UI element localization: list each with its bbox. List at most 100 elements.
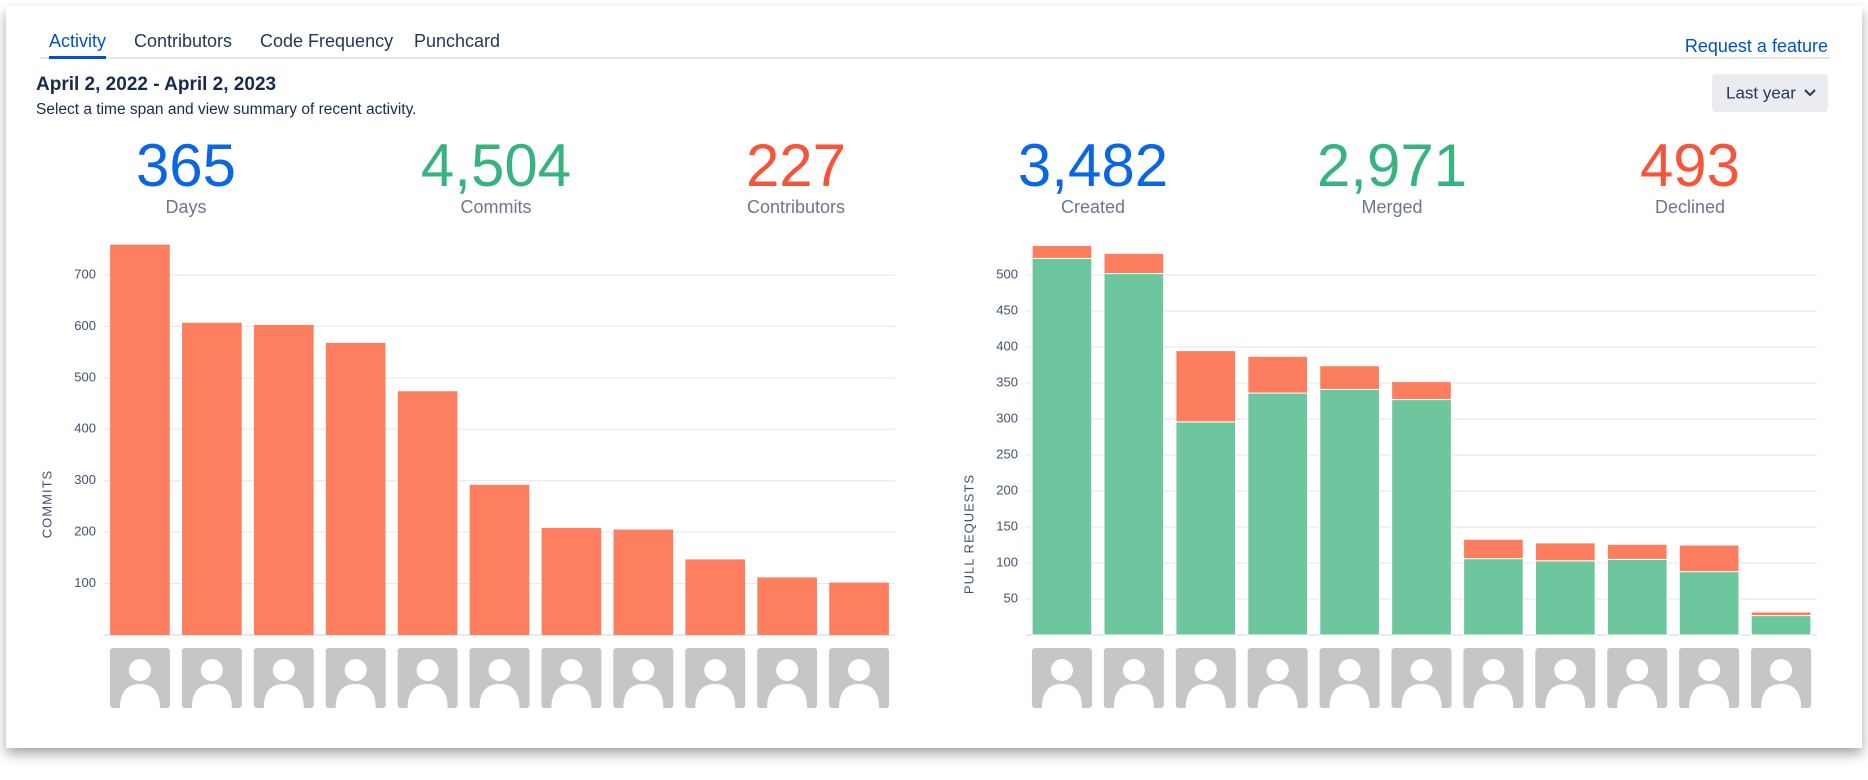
avatar-head: [272, 659, 295, 681]
avatar-body: [767, 684, 808, 708]
bar-segment: [1391, 399, 1452, 636]
bar-segment: [1750, 611, 1812, 617]
bar: [253, 324, 314, 635]
select-box[interactable]: [1712, 74, 1828, 112]
avatar-head: [1554, 659, 1577, 681]
bar-segment: [1031, 257, 1093, 636]
bar-segment: [1606, 558, 1668, 636]
avatar[interactable]: [325, 648, 386, 708]
bar: [182, 322, 242, 635]
avatar[interactable]: [685, 648, 746, 708]
y-tick-label: 100: [996, 554, 1018, 569]
bar-segment: [1463, 538, 1524, 560]
avatar-head: [1338, 659, 1361, 681]
avatar[interactable]: [829, 648, 890, 708]
y-tick-label: 300: [996, 410, 1018, 425]
avatar-head: [128, 659, 151, 681]
y-tick-label: 250: [996, 446, 1018, 461]
bar: [685, 559, 746, 635]
avatar[interactable]: [757, 648, 818, 708]
avatar-body: [1041, 684, 1082, 708]
avatar-head: [1698, 659, 1721, 681]
bar: [110, 244, 170, 635]
select-label[interactable]: Last year: [1726, 83, 1796, 102]
y-tick-label: 100: [74, 575, 96, 590]
avatar-body: [1401, 684, 1442, 708]
tab[interactable]: Punchcard: [414, 31, 500, 51]
avatar[interactable]: [1607, 648, 1668, 708]
avatar-head: [200, 659, 223, 681]
y-tick-label: 200: [74, 524, 96, 539]
stat-label: Declined: [1655, 197, 1725, 217]
stat-value: 227: [746, 132, 846, 199]
active-tab-underline: [49, 56, 107, 59]
avatar[interactable]: [1031, 648, 1092, 708]
avatar[interactable]: [1391, 648, 1452, 708]
y-tick-label: 400: [74, 421, 96, 436]
avatar-body: [335, 684, 376, 708]
avatar[interactable]: [397, 648, 458, 708]
y-tick-label: 400: [996, 338, 1018, 353]
avatar-body: [1689, 684, 1730, 708]
y-tick-label: 500: [996, 266, 1018, 281]
avatar-body: [551, 684, 592, 708]
avatar-head: [848, 659, 871, 681]
bar-segment: [1678, 544, 1740, 573]
avatar-body: [1545, 684, 1586, 708]
avatar[interactable]: [1679, 648, 1740, 708]
avatar-body: [1257, 684, 1298, 708]
y-axis-title: COMMITS: [39, 470, 54, 538]
avatar-body: [119, 684, 160, 708]
avatar-head: [1194, 659, 1217, 681]
bar-segment: [1175, 421, 1237, 636]
avatar[interactable]: [253, 648, 314, 708]
date-range-title: April 2, 2022 - April 2, 2023: [36, 74, 276, 95]
avatar-head: [560, 659, 583, 681]
stat-value: 493: [1640, 132, 1740, 199]
bar-segment: [1463, 558, 1524, 636]
date-range-subtitle: Select a time span and view summary of r…: [36, 101, 416, 118]
avatar[interactable]: [1751, 648, 1812, 708]
bar: [613, 529, 674, 635]
avatar[interactable]: [1103, 648, 1164, 708]
avatar[interactable]: [109, 648, 170, 708]
chevron: [1804, 89, 1816, 97]
bar: [469, 484, 530, 635]
avatar[interactable]: [181, 648, 242, 708]
avatar[interactable]: [541, 648, 602, 708]
avatar[interactable]: [1535, 648, 1596, 708]
avatar[interactable]: [1463, 648, 1524, 708]
avatar[interactable]: [1319, 648, 1380, 708]
avatar[interactable]: [1247, 648, 1308, 708]
avatar-head: [488, 659, 511, 681]
request-feature-link[interactable]: Request a feature: [1685, 36, 1828, 56]
avatar-head: [1770, 659, 1793, 681]
stat-label: Created: [1061, 197, 1125, 217]
stat-value: 2,971: [1317, 132, 1467, 199]
range-select[interactable]: Last year: [1712, 74, 1828, 112]
avatar-head: [1410, 659, 1433, 681]
stat-label: Days: [165, 197, 206, 217]
avatar-head: [1050, 659, 1073, 681]
stat-label: Commits: [461, 197, 532, 217]
avatar-head: [1266, 659, 1289, 681]
bar-segment: [1319, 365, 1380, 390]
bar-segment: [1031, 244, 1093, 259]
avatar-body: [1473, 684, 1514, 708]
y-axis-title: PULL REQUESTS: [961, 474, 976, 594]
avatar[interactable]: [469, 648, 530, 708]
stat-value: 3,482: [1018, 132, 1168, 199]
tab[interactable]: Code Frequency: [260, 31, 393, 51]
avatar-head: [344, 659, 367, 681]
avatar-head: [1482, 659, 1505, 681]
tab[interactable]: Contributors: [134, 31, 232, 51]
bar-segment: [1606, 543, 1668, 560]
avatar[interactable]: [1175, 648, 1236, 708]
avatar-body: [1185, 684, 1226, 708]
tab[interactable]: Activity: [49, 31, 106, 51]
avatar[interactable]: [613, 648, 674, 708]
avatar-head: [1122, 659, 1145, 681]
bar-segment: [1247, 355, 1309, 394]
y-tick-label: 450: [996, 302, 1018, 317]
